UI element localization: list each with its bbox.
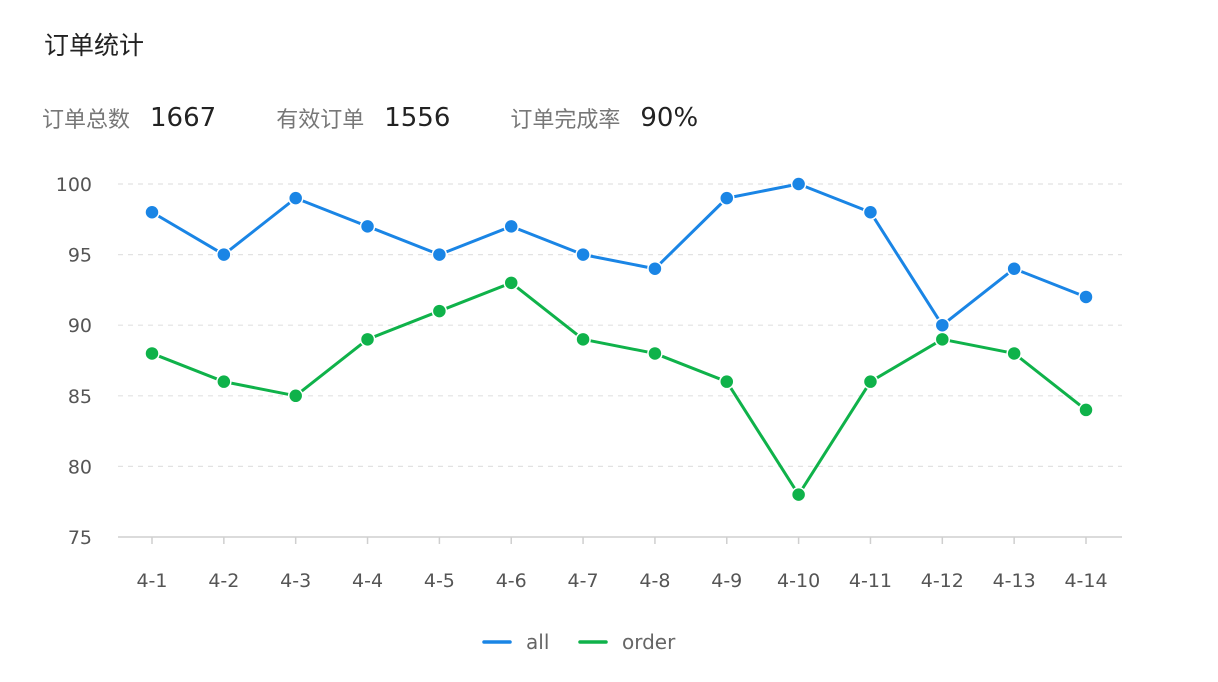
data-point-all	[216, 246, 232, 263]
x-tick-label: 4-1	[136, 570, 167, 592]
stat-completion-rate-label: 订单完成率	[510, 108, 621, 133]
stat-total-orders-label: 订单总数	[42, 108, 131, 133]
data-point-all	[647, 260, 663, 277]
series-line-all	[151, 182, 1087, 327]
data-point-all	[719, 190, 735, 206]
stat-valid-orders-label: 有效订单	[276, 108, 365, 133]
x-tick-label: 4-11	[849, 570, 892, 592]
data-point-all	[1078, 289, 1094, 305]
x-tick-label: 4-7	[568, 570, 599, 592]
data-point-order	[287, 388, 304, 404]
data-point-all	[575, 246, 591, 263]
data-point-all	[144, 204, 160, 220]
x-tick-label: 4-9	[711, 570, 742, 592]
stat-valid-orders: 有效订单 1556	[276, 102, 450, 134]
data-point-order	[934, 331, 951, 348]
y-tick-label: 100	[56, 174, 92, 196]
legend-label-all: all	[526, 630, 549, 654]
data-point-order	[647, 345, 663, 362]
data-point-order	[503, 275, 519, 291]
series-line-order	[151, 281, 1087, 497]
data-point-order	[216, 373, 232, 390]
data-point-order	[719, 373, 735, 390]
x-tick-label: 4-13	[993, 570, 1036, 592]
y-tick-label: 80	[68, 456, 92, 478]
y-tick-label: 90	[68, 315, 92, 337]
stat-completion-rate-value: 90%	[640, 103, 699, 133]
data-point-order	[1078, 402, 1094, 418]
data-point-order	[575, 331, 591, 348]
data-point-all	[287, 190, 304, 206]
data-point-all	[1006, 260, 1022, 277]
data-point-order	[862, 373, 879, 390]
x-tick-label: 4-14	[1064, 570, 1107, 592]
data-point-order	[790, 486, 807, 503]
data-point-order	[144, 345, 160, 362]
x-tick-label: 4-6	[496, 570, 527, 592]
x-tick-label: 4-10	[777, 570, 820, 592]
x-tick-label: 4-5	[424, 570, 455, 592]
y-tick-label: 75	[68, 527, 92, 549]
data-point-order	[431, 303, 448, 319]
x-tick-label: 4-8	[639, 570, 670, 592]
x-tick-label: 4-4	[352, 570, 383, 592]
legend-label-order: order	[622, 630, 676, 654]
data-point-all	[359, 218, 376, 235]
y-tick-label: 95	[68, 245, 92, 267]
data-point-order	[359, 331, 376, 348]
y-tick-label: 85	[68, 386, 92, 408]
data-point-all	[862, 204, 879, 220]
x-tick-label: 4-2	[208, 570, 239, 592]
stats-bar: 订单总数 1667 有效订单 1556 订单完成率 90%	[42, 96, 758, 140]
data-point-order	[1006, 345, 1022, 362]
data-point-all	[431, 246, 448, 263]
data-point-all	[503, 218, 519, 235]
stat-total-orders-value: 1667	[150, 103, 217, 133]
data-point-all	[934, 317, 951, 333]
stat-total-orders: 订单总数 1667	[42, 102, 216, 134]
x-tick-label: 4-12	[921, 570, 964, 592]
data-point-all	[790, 176, 807, 192]
page-title: 订单统计	[44, 31, 145, 60]
x-tick-label: 4-3	[280, 570, 311, 592]
stat-completion-rate: 订单完成率 90%	[510, 102, 698, 134]
stat-valid-orders-value: 1556	[384, 103, 451, 133]
